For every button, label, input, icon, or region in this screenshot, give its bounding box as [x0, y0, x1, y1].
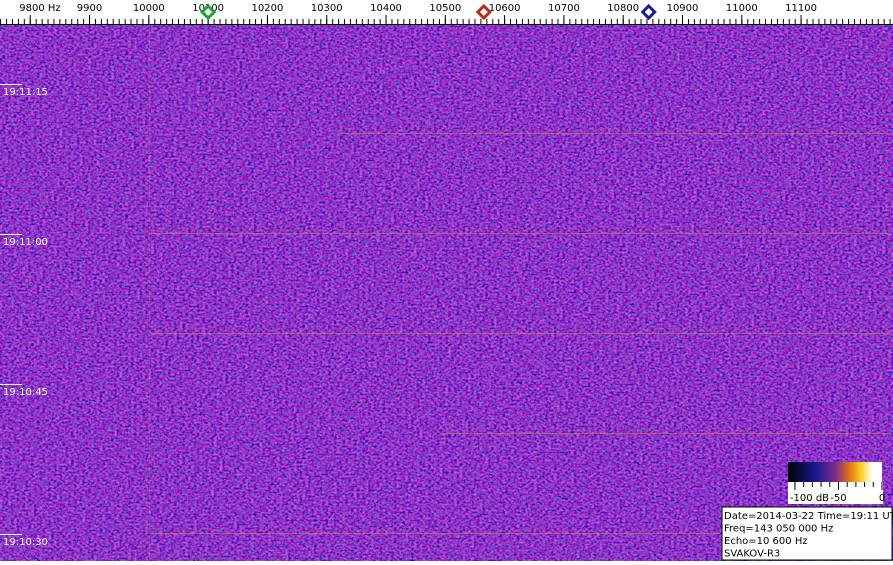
echo-traces	[149, 25, 890, 561]
time-label: 19:11:00	[3, 237, 48, 248]
tick-label: 10700	[548, 3, 580, 14]
info-line: Freq=143 050 000 Hz	[724, 524, 833, 535]
tick-label: 10200	[252, 3, 284, 14]
info-line: Echo=10 600 Hz	[724, 536, 808, 547]
colorbar-label-bg	[788, 482, 883, 504]
tick-label: 10000	[133, 3, 165, 14]
tick-label: 10900	[667, 3, 699, 14]
time-label: 19:11:15	[3, 87, 48, 98]
tick-label: 10400	[370, 3, 402, 14]
time-label: 19:10:30	[3, 537, 48, 548]
tick-label: 11000	[726, 3, 758, 14]
info-line: SVAKOV-R3	[724, 549, 780, 560]
waterfall-noise	[0, 25, 893, 561]
frequency-marker	[475, 3, 492, 21]
colorbar-label: -50	[830, 493, 846, 504]
tick-label: 10500	[429, 3, 461, 14]
tick-label: 9800 Hz	[19, 3, 60, 14]
tick-label: 11100	[785, 3, 817, 14]
info-box	[721, 506, 893, 561]
colorbar	[788, 462, 883, 504]
tick-label: 10800	[607, 3, 639, 14]
colorbar-gradient	[788, 462, 882, 482]
tick-label: 9900	[77, 3, 102, 14]
tick-label: 10300	[311, 3, 343, 14]
info-line: Date=2014-03-22 Time=19:11 UTC	[724, 511, 893, 522]
colorbar-label: -100 dB	[790, 493, 829, 504]
tick-label: 10600	[489, 3, 521, 14]
time-label: 19:10:45	[3, 387, 48, 398]
colorbar-label: 0	[879, 493, 885, 504]
frequency-marker	[200, 3, 217, 21]
frequency-marker	[640, 3, 657, 21]
